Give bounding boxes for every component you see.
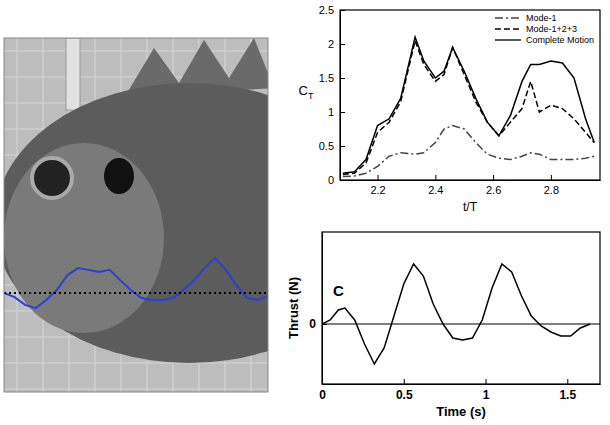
x-tick-label: 0.5 (396, 388, 413, 402)
plot-area (343, 37, 594, 176)
photo-grid (4, 51, 268, 52)
y-tick-mark (322, 324, 327, 325)
y-tick: 2.5 (319, 4, 345, 16)
chart: 0 0.5 1 1.5 0 Time (s) Thrust (N) C (286, 232, 601, 419)
y-axis: 0 (309, 233, 327, 385)
plot-frame (322, 232, 600, 384)
y-axis-line (322, 233, 323, 385)
x-tick: 2.8 (544, 175, 559, 196)
y-tick-label: 2 (328, 38, 334, 50)
x-tick-mark (493, 175, 494, 180)
x-tick-label: 2.8 (544, 184, 559, 196)
grid-line (322, 323, 600, 324)
legend-swatch (495, 17, 521, 18)
photo-eye (32, 158, 72, 198)
y-tick-mark (340, 44, 345, 45)
legend-item: Mode-1 (495, 13, 557, 23)
plot-area (4, 38, 268, 392)
series-line (4, 292, 268, 294)
y-tick: 0 (309, 317, 327, 331)
y-tick-mark (340, 112, 345, 113)
photo-rod (66, 38, 80, 110)
x-tick-label: 1 (483, 388, 490, 402)
x-axis-title: t/T (463, 200, 478, 214)
series-line (343, 126, 594, 177)
x-tick-label: 1.5 (559, 388, 576, 402)
x-tick-label: 2.6 (486, 184, 501, 196)
plot-area (322, 264, 600, 364)
legend-label: Mode-1+2+3 (526, 24, 577, 34)
y-tick-mark (340, 180, 345, 181)
y-axis: 0 0.5 1 1.5 2 2.5 (319, 4, 345, 186)
y-tick-label: 0 (309, 317, 316, 331)
plot-frame (4, 38, 268, 392)
y-tick-label: 1.5 (319, 72, 334, 84)
y-axis-line (340, 11, 341, 181)
x-tick: 2.4 (428, 175, 443, 196)
x-axis-line (341, 180, 601, 181)
y-tick: 0 (328, 174, 345, 186)
series-line (343, 41, 594, 175)
x-tick-mark (486, 379, 487, 384)
y-tick-mark (340, 78, 345, 79)
legend-swatch (495, 39, 521, 40)
x-tick-mark (567, 379, 568, 384)
y-tick-label: 1 (328, 106, 334, 118)
legend-label: Complete Motion (526, 35, 594, 45)
chart: 2.2 2.4 2.6 2.8 0 0.5 1 1.5 2 2.5 t/T CT Mode-1Mode-… (299, 4, 601, 214)
legend-label: Mode-1 (526, 13, 557, 23)
series-line (343, 37, 594, 173)
y-axis-title: CT (299, 83, 314, 101)
x-tick: 1.5 (559, 379, 576, 402)
legend: Mode-1Mode-1+2+3Complete Motion (495, 13, 594, 45)
x-tick-mark (378, 175, 379, 180)
x-axis: 0 0.5 1 1.5 (319, 379, 600, 402)
y-tick: 0.5 (319, 140, 345, 152)
y-tick-mark (340, 10, 345, 11)
chart (0, 38, 384, 392)
photo-spot (104, 158, 134, 194)
y-axis-title: Thrust (N) (286, 277, 301, 339)
x-tick-mark (404, 379, 405, 384)
x-axis-line (323, 384, 601, 385)
legend-swatch (495, 28, 521, 29)
photo-fish (4, 83, 268, 363)
x-axis: 2.2 2.4 2.6 2.8 (341, 175, 601, 196)
x-tick-mark (551, 175, 552, 180)
y-tick-label: 2.5 (319, 4, 334, 16)
photo-grid (4, 389, 268, 390)
x-tick-label: 2.4 (428, 184, 443, 196)
y-tick: 1 (328, 106, 345, 118)
x-tick: 0.5 (396, 379, 413, 402)
legend-item: Mode-1+2+3 (495, 24, 577, 34)
y-tick: 2 (328, 38, 345, 50)
y-tick-label: 0 (328, 174, 334, 186)
x-tick: 1 (483, 379, 490, 402)
x-axis-title: Time (s) (436, 404, 486, 419)
legend-item: Complete Motion (495, 35, 594, 45)
x-tick-label: 2.2 (370, 184, 385, 196)
photo-fish-head (4, 143, 164, 333)
figure: 2.2 2.4 2.6 2.8 0 0.5 1 1.5 2 2.5 t/T CT Mode-1Mode-… (0, 0, 610, 425)
y-tick-label: 0.5 (319, 140, 334, 152)
plot-frame (340, 10, 600, 180)
photo-grid (4, 363, 268, 364)
annotation: C (333, 282, 344, 299)
x-tick-mark (435, 175, 436, 180)
series-line (4, 258, 268, 308)
x-tick-label: 0 (319, 388, 326, 402)
y-tick: 1.5 (319, 72, 345, 84)
x-tick: 2.6 (486, 175, 501, 196)
y-tick-mark (340, 146, 345, 147)
series-line (322, 264, 590, 364)
x-tick: 2.2 (370, 175, 385, 196)
